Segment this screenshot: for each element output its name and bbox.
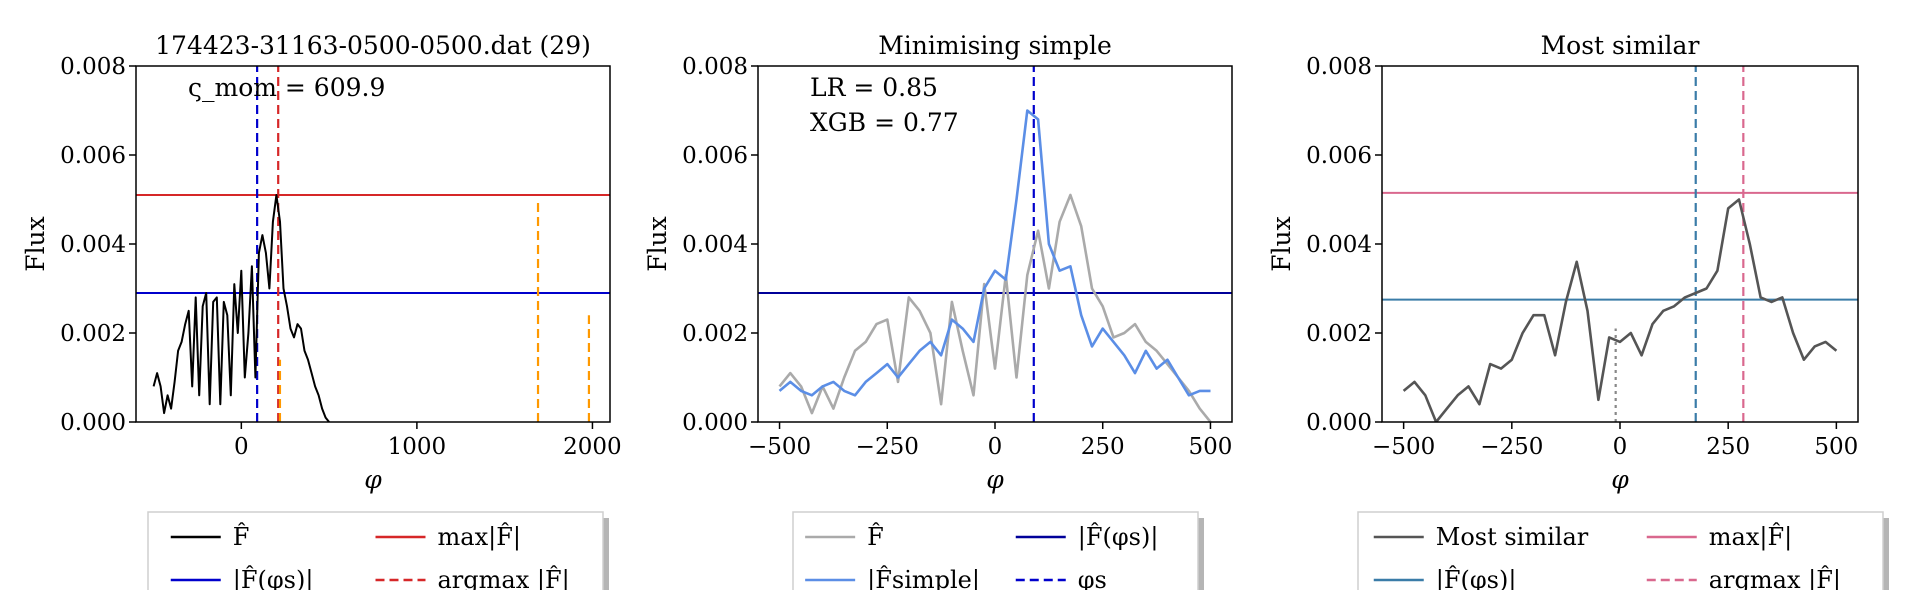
panel-title: 174423-31163-0500-0500.dat (29) — [155, 31, 591, 60]
x-tick-label: 500 — [1814, 434, 1858, 460]
series-line — [1404, 200, 1837, 423]
legend-label: F̂ — [233, 523, 250, 551]
chart-panel-1: 174423-31163-0500-0500.dat (29) 0.000 0.00… — [21, 31, 622, 590]
x-tick-label: 250 — [1081, 434, 1125, 460]
y-tick-label: 0.000 — [1306, 410, 1372, 436]
x-tick-label: 1000 — [388, 434, 447, 460]
legend-label: F̂ — [867, 523, 884, 551]
x-axis-label: φ — [1611, 465, 1629, 494]
legend-label: φs — [1078, 566, 1107, 590]
y-tick-label: 0.008 — [1306, 54, 1372, 80]
y-tick-label: 0.006 — [60, 143, 126, 169]
annotation-text: XGB = 0.77 — [810, 108, 959, 137]
y-tick-label: 0.006 — [682, 143, 748, 169]
x-tick-label: 500 — [1189, 434, 1233, 460]
legend: F̂ max|F̂| |F̂(φs)| argmax |F̂| — [148, 512, 609, 590]
x-tick-label: 250 — [1706, 434, 1750, 460]
legend-label: argmax |F̂| — [438, 566, 570, 590]
annotation-text: ς_mom = 609.9 — [188, 73, 385, 102]
legend-label: |F̂simple| — [867, 566, 980, 590]
x-tick-label: −500 — [748, 434, 811, 460]
x-axis-label: φ — [364, 465, 382, 494]
legend-label: |F̂(φs)| — [1436, 566, 1517, 590]
x-tick-label: 0 — [1613, 434, 1628, 460]
series-line — [780, 111, 1211, 396]
y-tick-label: 0.008 — [682, 54, 748, 80]
y-tick-label: 0.002 — [60, 321, 126, 347]
plot-frame — [136, 66, 610, 422]
legend: F̂ |F̂(φs)| |F̂simple| φs — [793, 512, 1204, 590]
series-line — [154, 195, 330, 422]
y-axis-label: Flux — [21, 216, 50, 272]
y-tick-label: 0.006 — [1306, 143, 1372, 169]
legend-label: max|F̂| — [1709, 523, 1792, 552]
x-tick-label: 0 — [988, 434, 1003, 460]
chart-panel-3: Most similar 0.000 0.002 0.004 0.006 0.008 −50… — [1267, 31, 1889, 590]
y-tick-label: 0.002 — [682, 321, 748, 347]
plot-frame — [1382, 66, 1858, 422]
x-tick-label: −500 — [1372, 434, 1435, 460]
y-tick-label: 0.000 — [682, 410, 748, 436]
legend-label: max|F̂| — [438, 523, 521, 552]
y-tick-label: 0.000 — [60, 410, 126, 436]
legend-label: |F̂(φs)| — [1078, 523, 1159, 552]
x-tick-label: −250 — [856, 434, 919, 460]
y-axis-label: Flux — [643, 216, 672, 272]
x-tick-label: 2000 — [563, 434, 622, 460]
legend-label: Most similar — [1436, 523, 1589, 551]
legend: Most similar max|F̂| |F̂(φs)| argmax |F̂| — [1358, 512, 1889, 590]
series-line — [780, 195, 1211, 422]
y-tick-label: 0.004 — [682, 232, 748, 258]
legend-label: |F̂(φs)| — [233, 566, 314, 590]
panel-title: Minimising simple — [878, 31, 1112, 60]
x-tick-label: 0 — [234, 434, 249, 460]
x-tick-label: −250 — [1480, 434, 1543, 460]
panel-title: Most similar — [1541, 31, 1700, 60]
y-tick-label: 0.004 — [60, 232, 126, 258]
legend-label: argmax |F̂| — [1709, 566, 1841, 590]
annotation-text: LR = 0.85 — [810, 73, 938, 102]
x-axis-label: φ — [986, 465, 1004, 494]
y-tick-label: 0.004 — [1306, 232, 1372, 258]
y-tick-label: 0.002 — [1306, 321, 1372, 347]
chart-panel-2: Minimising simple 0.000 0.002 0.004 0.006 0.0… — [643, 31, 1232, 590]
y-axis-label: Flux — [1267, 216, 1296, 272]
y-tick-label: 0.008 — [60, 54, 126, 80]
